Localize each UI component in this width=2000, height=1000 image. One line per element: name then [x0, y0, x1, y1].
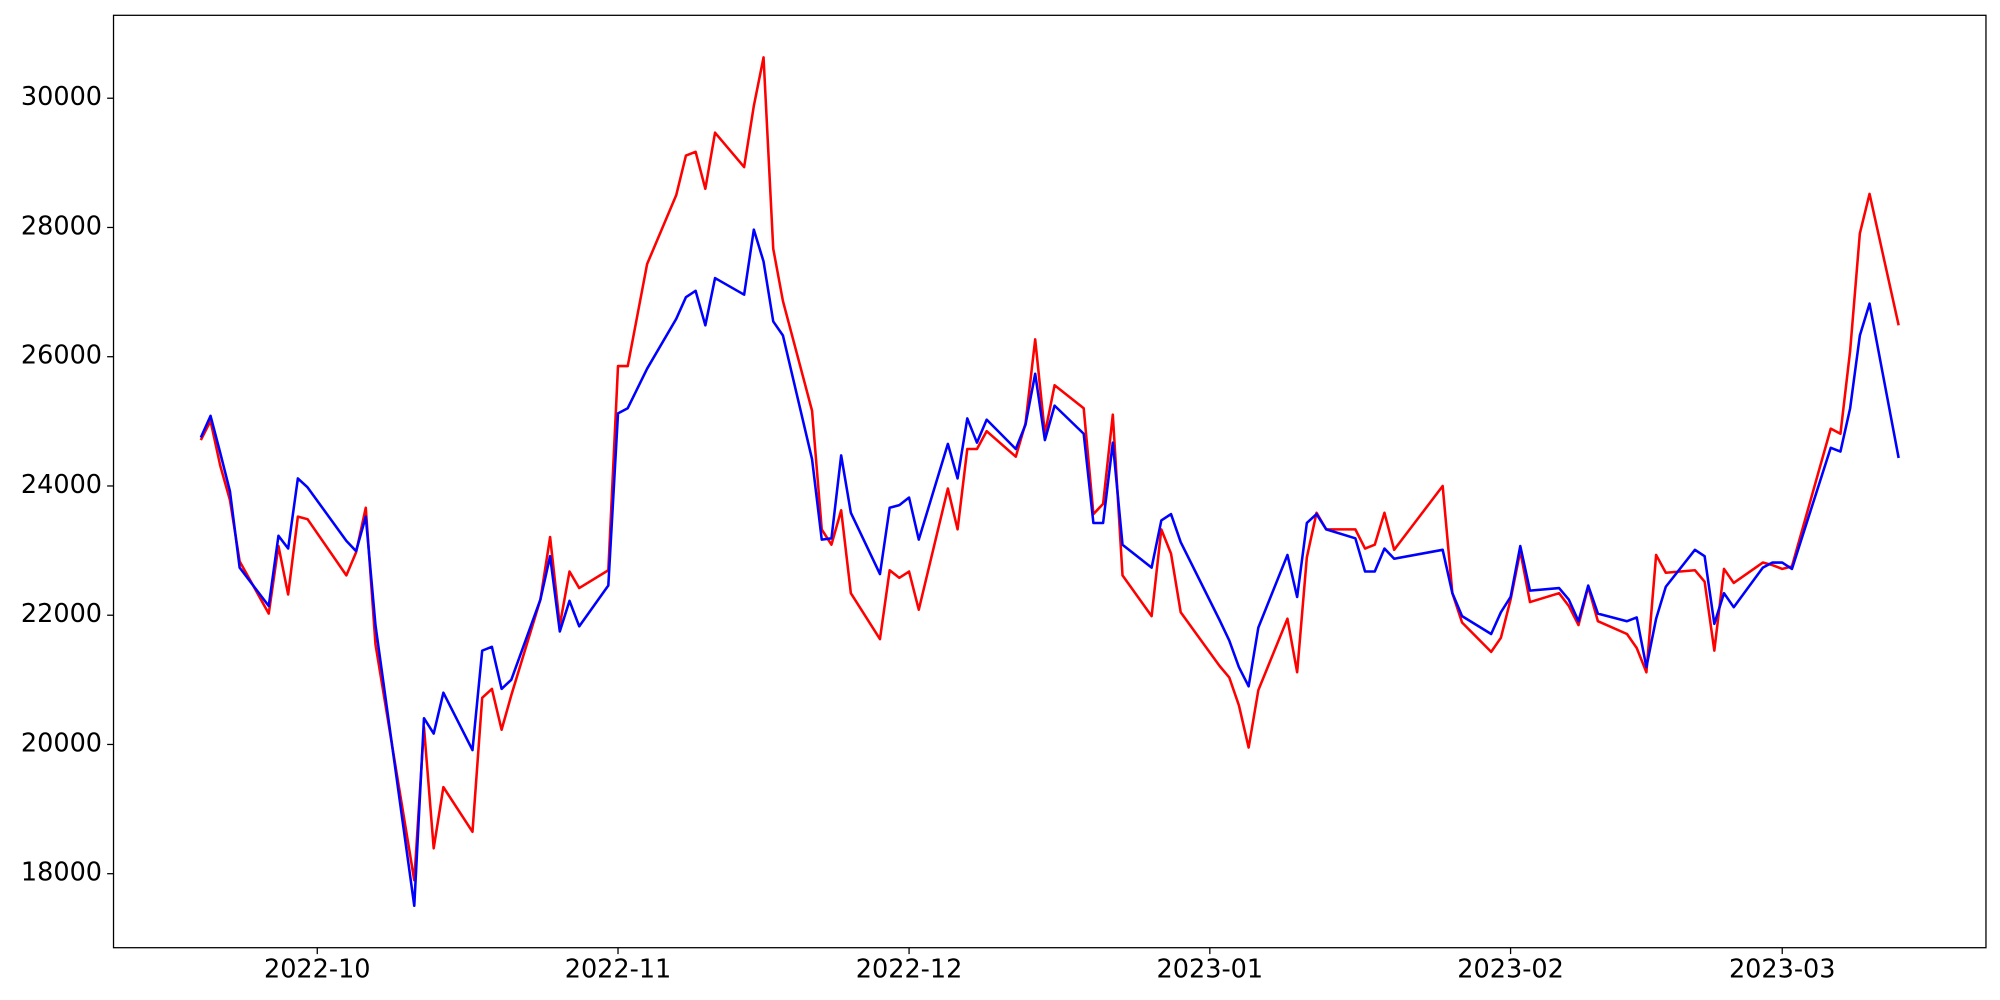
- y-tick-label: 26000: [21, 341, 102, 371]
- series-line: [199, 228, 1900, 908]
- x-tick-label: 2023-02: [1457, 955, 1564, 985]
- y-tick-label: 24000: [21, 470, 102, 500]
- x-tick-label: 2022-11: [565, 955, 672, 985]
- series-line: [199, 56, 1900, 882]
- y-tick-label: 22000: [21, 599, 102, 629]
- y-tick-label: 18000: [21, 858, 102, 888]
- plot-frame: [112, 14, 1987, 949]
- y-tick-label: 28000: [21, 211, 102, 241]
- x-tick-label: 2023-03: [1729, 955, 1836, 985]
- x-tick-label: 2022-10: [264, 955, 371, 985]
- x-tick-label: 2023-01: [1157, 955, 1264, 985]
- y-tick-label: 20000: [21, 728, 102, 758]
- x-tick-label: 2022-12: [856, 955, 963, 985]
- y-tick-label: 30000: [21, 82, 102, 112]
